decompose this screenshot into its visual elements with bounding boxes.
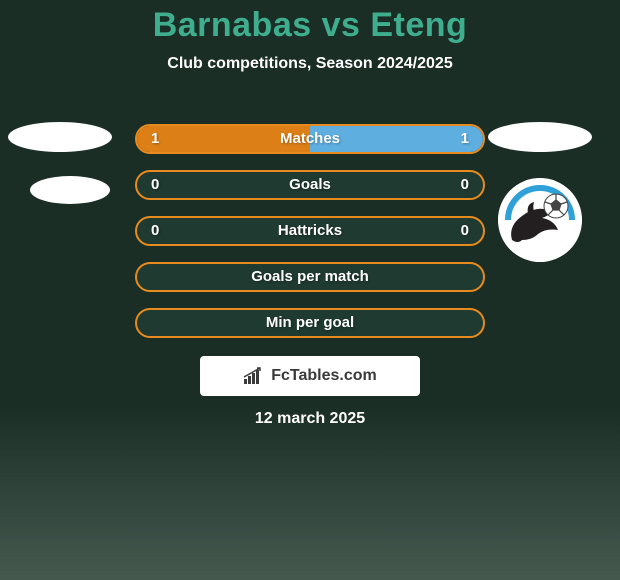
stat-row: Matches1 1: [135, 124, 485, 154]
stat-label: Matches: [137, 126, 483, 152]
dolphin-badge-icon: [498, 178, 582, 262]
page-title: Barnabas vs Eteng: [0, 0, 620, 45]
stat-row: Hattricks0 0: [135, 216, 485, 246]
stat-value-left: 1: [151, 126, 159, 152]
stat-label: Hattricks: [137, 218, 483, 244]
date-label: 12 march 2025: [0, 410, 620, 428]
stat-label: Goals: [137, 172, 483, 198]
watermark: FcTables.com: [200, 356, 420, 396]
stat-value-right: 0: [461, 218, 469, 244]
watermark-text: FcTables.com: [271, 367, 377, 385]
stat-label: Min per goal: [137, 310, 483, 336]
subtitle: Club competitions, Season 2024/2025: [0, 55, 620, 73]
bar-chart-icon: [243, 367, 265, 385]
left-placeholder-2: [30, 176, 110, 204]
stat-row: Goals0 0: [135, 170, 485, 200]
stats-container: Matches11Goals00Hattricks00Goals per mat…: [135, 124, 485, 354]
stat-value-left: 0: [151, 218, 159, 244]
left-placeholder-1: [8, 122, 112, 152]
stat-value-right: 0: [461, 172, 469, 198]
stat-value-right: 1: [461, 126, 469, 152]
stat-value-left: 0: [151, 172, 159, 198]
comparison-card: Barnabas vs Eteng Club competitions, Sea…: [0, 0, 620, 580]
team-badge: [498, 178, 582, 262]
right-placeholder-1: [488, 122, 592, 152]
stat-row: Goals per match: [135, 262, 485, 292]
stat-label: Goals per match: [137, 264, 483, 290]
stat-row: Min per goal: [135, 308, 485, 338]
